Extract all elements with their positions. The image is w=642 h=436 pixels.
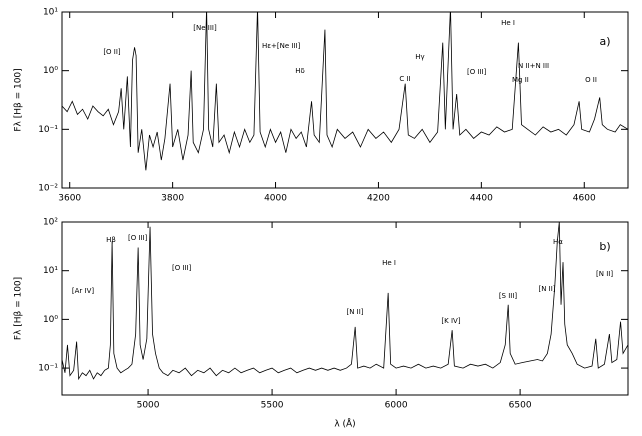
line-annotation: [N II] — [596, 270, 613, 278]
line-annotation: Hβ — [106, 236, 116, 244]
line-annotation: Mg II — [512, 76, 529, 84]
x-tick-label: 4000 — [264, 194, 287, 204]
line-annotation: Hε+[Ne III] — [262, 42, 301, 50]
line-annotation: He I — [501, 19, 515, 27]
clip-group — [62, 12, 628, 171]
line-annotation: C II — [399, 75, 410, 83]
y-tick-label: 10⁻¹ — [38, 364, 58, 374]
line-annotation: [Ar IV] — [72, 287, 94, 295]
line-annotation: [O III] — [128, 234, 148, 242]
panel-label: a) — [599, 35, 610, 48]
x-tick-label: 6000 — [385, 401, 408, 411]
line-annotation: [N II] — [346, 308, 363, 316]
x-axis-label: λ (Å) — [334, 418, 355, 430]
y-axis-label: Fλ [Hβ = 100] — [14, 68, 24, 131]
x-tick-label: 4200 — [367, 194, 390, 204]
spectrum-line — [62, 222, 628, 381]
line-annotation: [S III] — [499, 292, 518, 300]
panel-label: b) — [599, 240, 610, 253]
y-tick-label: 10⁰ — [43, 66, 58, 76]
x-tick-label: 6500 — [509, 401, 532, 411]
line-annotation: [K IV] — [441, 317, 460, 325]
y-tick-label: 10² — [43, 218, 58, 228]
y-tick-label: 10⁻¹ — [38, 125, 58, 135]
plot-frame — [61, 221, 629, 396]
y-axis-label: Fλ [Hβ = 100] — [14, 277, 24, 340]
x-tick-label: 3600 — [58, 194, 81, 204]
plot-frame — [61, 11, 629, 189]
line-annotation: [O III] — [172, 264, 192, 272]
line-annotation: [Ne III] — [193, 24, 217, 32]
line-annotation: Hα — [553, 238, 563, 246]
x-tick-label: 5000 — [137, 401, 160, 411]
spectrum-line — [62, 12, 628, 171]
y-tick-label: 10¹ — [43, 266, 58, 276]
x-tick-label: 4400 — [470, 194, 493, 204]
x-tick-label: 5500 — [261, 401, 284, 411]
line-annotation: [O III] — [467, 68, 487, 76]
clip-group — [62, 222, 628, 381]
line-annotation: Hδ — [295, 67, 305, 75]
line-annotation: O II — [585, 76, 597, 84]
y-tick-label: 10⁰ — [43, 315, 58, 325]
x-tick-label: 3800 — [161, 194, 184, 204]
line-annotation: [O II] — [103, 48, 121, 56]
line-annotation: N II+N III — [518, 62, 549, 70]
y-tick-label: 10⁻² — [38, 184, 58, 194]
line-annotation: He I — [382, 259, 396, 267]
y-tick-label: 10¹ — [43, 8, 58, 18]
line-annotation: [N II] — [538, 285, 555, 293]
line-annotation: Hγ — [415, 53, 424, 61]
x-tick-label: 4600 — [573, 194, 596, 204]
